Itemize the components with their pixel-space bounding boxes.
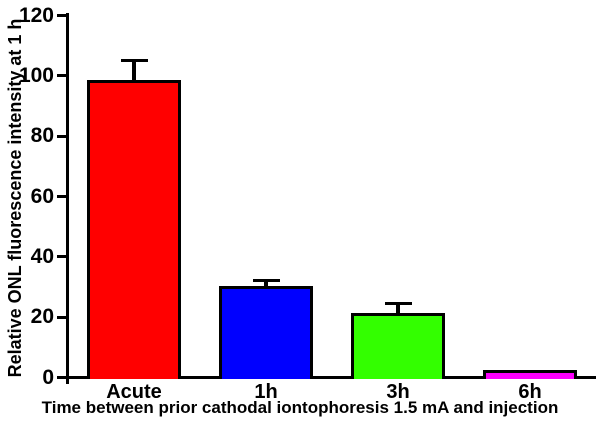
y-axis-tick xyxy=(57,134,67,138)
error-bar-cap xyxy=(121,59,148,63)
y-tick-label: 80 xyxy=(30,124,54,148)
y-axis-tick xyxy=(57,195,67,198)
y-axis-tick xyxy=(57,315,67,319)
y-tick-label: 120 xyxy=(18,3,54,27)
bar-1h xyxy=(219,285,313,379)
y-tick-label: 60 xyxy=(30,184,54,208)
error-bar-cap xyxy=(385,302,412,306)
y-tick-label: 40 xyxy=(30,244,54,268)
y-tick-label: 20 xyxy=(30,305,54,329)
bar-3h xyxy=(351,312,445,379)
error-bar-cap xyxy=(253,279,280,283)
bar-6h xyxy=(483,369,577,379)
error-bar-stem xyxy=(264,279,268,289)
y-axis-tick xyxy=(57,74,67,78)
y-tick-label: 0 xyxy=(42,365,54,389)
x-tick-label-3h: 3h xyxy=(386,381,410,403)
x-tick-label-1h: 1h xyxy=(254,381,278,403)
x-tick-label-6h: 6h xyxy=(518,381,542,403)
x-axis-line xyxy=(57,376,596,379)
x-tick-label-acute: Acute xyxy=(106,381,162,403)
error-bar-stem xyxy=(132,59,136,84)
bar-acute xyxy=(87,80,181,379)
y-axis-tick xyxy=(57,376,67,379)
y-axis-tick xyxy=(57,14,67,17)
x-axis-title: Time between prior cathodal iontophoresi… xyxy=(41,398,559,417)
y-axis-line xyxy=(66,13,69,384)
error-bar-stem xyxy=(396,302,400,316)
y-tick-label: 100 xyxy=(18,63,54,87)
y-axis-tick xyxy=(57,255,67,259)
